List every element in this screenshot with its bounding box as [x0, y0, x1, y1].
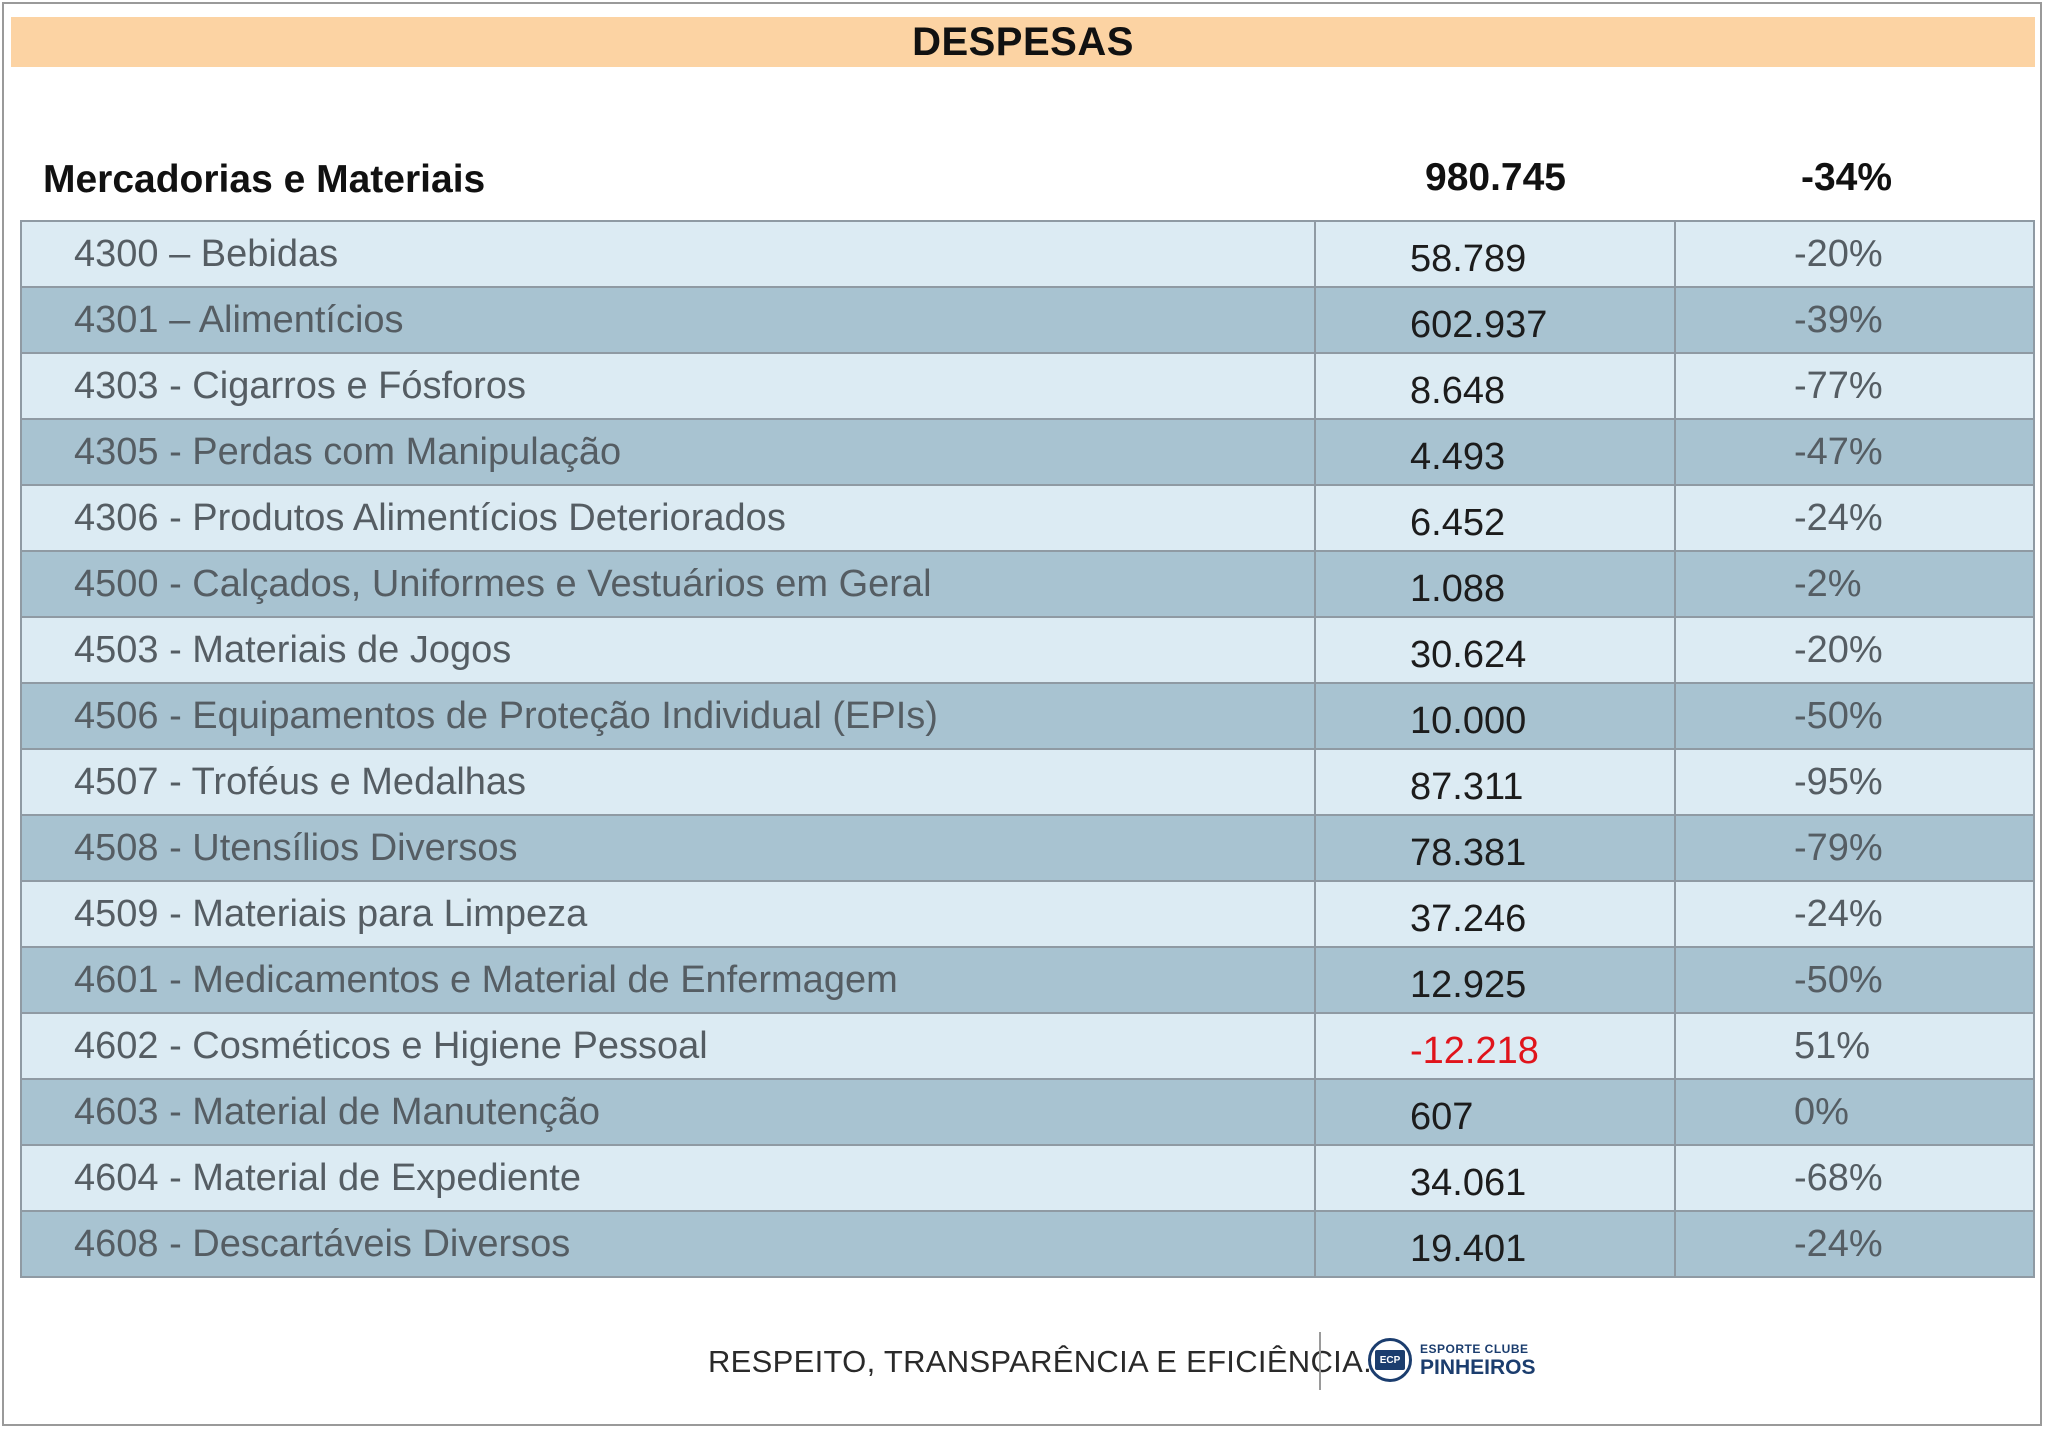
row-value: 78.381	[1314, 814, 1676, 882]
row-percent: -24%	[1674, 484, 2035, 552]
summary-row: Mercadorias e Materiais 980.745 -34%	[21, 150, 2034, 216]
row-value: 87.311	[1314, 748, 1676, 816]
row-value: 10.000	[1314, 682, 1676, 750]
table-row: 4601 - Medicamentos e Material de Enferm…	[20, 946, 2035, 1014]
row-account-name: 4300 – Bebidas	[20, 220, 1316, 288]
row-account-name: 4608 - Descartáveis Diversos	[20, 1210, 1316, 1278]
row-value: 12.925	[1314, 946, 1676, 1014]
row-percent: -24%	[1674, 880, 2035, 948]
table-row: 4507 - Troféus e Medalhas 87.311 -95%	[20, 748, 2035, 816]
row-value: 30.624	[1314, 616, 1676, 684]
row-value: 58.789	[1314, 220, 1676, 288]
row-percent: -79%	[1674, 814, 2035, 882]
row-account-name: 4508 - Utensílios Diversos	[20, 814, 1316, 882]
table-row: 4303 - Cigarros e Fósforos 8.648 -77%	[20, 352, 2035, 420]
table-body: 4300 – Bebidas 58.789 -20% 4301 – Alimentíc…	[20, 220, 2035, 1278]
summary-label: Mercadorias e Materiais	[43, 158, 486, 201]
table-row: 4608 - Descartáveis Diversos 19.401 -24%	[20, 1210, 2035, 1278]
row-account-name: 4603 - Material de Manutenção	[20, 1078, 1316, 1146]
row-value: 37.246	[1314, 880, 1676, 948]
row-percent: -50%	[1674, 682, 2035, 750]
row-value: 607	[1314, 1078, 1676, 1146]
table-row: 4305 - Perdas com Manipulação 4.493 -47%	[20, 418, 2035, 486]
table-row: 4300 – Bebidas 58.789 -20%	[20, 220, 2035, 288]
row-account-name: 4506 - Equipamentos de Proteção Individu…	[20, 682, 1316, 750]
table-row: 4604 - Material de Expediente 34.061 -68%	[20, 1144, 2035, 1212]
row-account-name: 4507 - Troféus e Medalhas	[20, 748, 1316, 816]
row-value: -12.218	[1314, 1012, 1676, 1080]
table-row: 4500 - Calçados, Uniformes e Vestuários …	[20, 550, 2035, 618]
row-account-name: 4601 - Medicamentos e Material de Enferm…	[20, 946, 1316, 1014]
row-percent: -50%	[1674, 946, 2035, 1014]
table-row: 4602 - Cosméticos e Higiene Pessoal -12.2…	[20, 1012, 2035, 1080]
logo-text: ESPORTE CLUBE PINHEIROS	[1420, 1343, 1536, 1378]
club-logo: ECP ESPORTE CLUBE PINHEIROS	[1368, 1338, 1536, 1382]
row-percent: -95%	[1674, 748, 2035, 816]
row-percent: -47%	[1674, 418, 2035, 486]
emblem-mark: ECP	[1375, 1350, 1405, 1370]
row-account-name: 4509 - Materiais para Limpeza	[20, 880, 1316, 948]
row-percent: -2%	[1674, 550, 2035, 618]
row-account-name: 4303 - Cigarros e Fósforos	[20, 352, 1316, 420]
row-value: 602.937	[1314, 286, 1676, 354]
row-account-name: 4503 - Materiais de Jogos	[20, 616, 1316, 684]
row-percent: -24%	[1674, 1210, 2035, 1278]
row-percent: 0%	[1674, 1078, 2035, 1146]
row-percent: -20%	[1674, 616, 2035, 684]
row-account-name: 4301 – Alimentícios	[20, 286, 1316, 354]
footer-divider	[1319, 1332, 1321, 1390]
row-percent: 51%	[1674, 1012, 2035, 1080]
row-value: 1.088	[1314, 550, 1676, 618]
row-percent: -68%	[1674, 1144, 2035, 1212]
expenses-table: 4300 – Bebidas 58.789 -20% 4301 – Alimentíc…	[20, 220, 2035, 1278]
section-banner: DESPESAS	[11, 17, 2035, 67]
footer-motto: RESPEITO, TRANSPARÊNCIA E EFICIÊNCIA.	[708, 1344, 1372, 1379]
logo-big-text: PINHEIROS	[1420, 1355, 1536, 1379]
table-row: 4508 - Utensílios Diversos 78.381 -79%	[20, 814, 2035, 882]
row-account-name: 4500 - Calçados, Uniformes e Vestuários …	[20, 550, 1316, 618]
table-row: 4503 - Materiais de Jogos 30.624 -20%	[20, 616, 2035, 684]
summary-pct: -34%	[1801, 156, 1893, 199]
row-value: 4.493	[1314, 418, 1676, 486]
row-account-name: 4602 - Cosméticos e Higiene Pessoal	[20, 1012, 1316, 1080]
banner-title: DESPESAS	[912, 19, 1134, 64]
logo-small-text: ESPORTE CLUBE	[1420, 1341, 1529, 1356]
table-row: 4509 - Materiais para Limpeza 37.246 -24%	[20, 880, 2035, 948]
club-emblem-icon: ECP	[1368, 1338, 1412, 1382]
row-value: 34.061	[1314, 1144, 1676, 1212]
row-account-name: 4305 - Perdas com Manipulação	[20, 418, 1316, 486]
row-percent: -20%	[1674, 220, 2035, 288]
table-row: 4306 - Produtos Alimentícios Deteriorado…	[20, 484, 2035, 552]
table-row: 4603 - Material de Manutenção 607 0%	[20, 1078, 2035, 1146]
table-row: 4301 – Alimentícios 602.937 -39%	[20, 286, 2035, 354]
row-value: 8.648	[1314, 352, 1676, 420]
summary-value: 980.745	[1425, 156, 1566, 199]
row-percent: -39%	[1674, 286, 2035, 354]
row-value: 19.401	[1314, 1210, 1676, 1278]
row-account-name: 4306 - Produtos Alimentícios Deteriorado…	[20, 484, 1316, 552]
table-row: 4506 - Equipamentos de Proteção Individu…	[20, 682, 2035, 750]
row-account-name: 4604 - Material de Expediente	[20, 1144, 1316, 1212]
row-percent: -77%	[1674, 352, 2035, 420]
row-value: 6.452	[1314, 484, 1676, 552]
